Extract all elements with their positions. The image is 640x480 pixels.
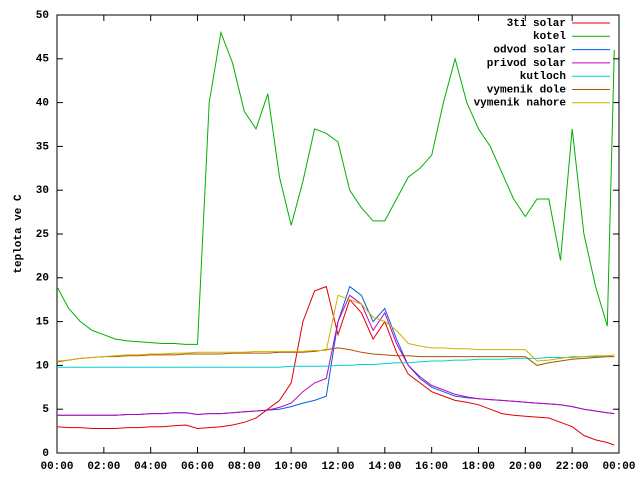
x-tick-label: 06:00	[181, 461, 214, 473]
y-tick-label: 15	[36, 317, 50, 329]
x-tick-label: 08:00	[228, 461, 261, 473]
legend-label: privod solar	[487, 58, 566, 70]
y-tick-label: 40	[36, 98, 49, 110]
x-tick-label: 02:00	[87, 461, 120, 473]
x-tick-label: 12:00	[321, 461, 354, 473]
y-axis-label: teplota ve C	[13, 194, 25, 274]
x-tick-label: 00:00	[602, 461, 635, 473]
series-line	[57, 294, 615, 416]
legend-label: vymenik nahore	[474, 98, 567, 110]
x-tick-label: 00:00	[40, 461, 73, 473]
legend-label: 3ti solar	[507, 18, 566, 30]
legend-label: kutloch	[520, 71, 566, 83]
y-tick-label: 45	[36, 54, 50, 66]
legend-label: vymenik dole	[487, 84, 567, 96]
y-tick-label: 20	[36, 273, 49, 285]
legend-label: kotel	[533, 31, 566, 43]
y-tick-label: 0	[42, 448, 49, 460]
y-tick-label: 5	[42, 404, 49, 416]
x-tick-label: 18:00	[462, 461, 495, 473]
y-tick-label: 30	[36, 185, 49, 197]
x-tick-label: 14:00	[368, 461, 401, 473]
y-tick-label: 25	[36, 229, 50, 241]
y-tick-label: 35	[36, 141, 50, 153]
y-tick-label: 10	[36, 360, 49, 372]
series-line	[56, 285, 615, 446]
series-line	[57, 356, 615, 368]
series-line	[56, 347, 615, 366]
series-line	[56, 30, 615, 345]
y-tick-label: 50	[36, 10, 49, 22]
legend-label: odvod solar	[493, 45, 566, 57]
series-line	[56, 294, 615, 362]
x-tick-label: 16:00	[415, 461, 448, 473]
x-tick-label: 04:00	[134, 461, 167, 473]
x-tick-label: 22:00	[556, 461, 589, 473]
x-tick-label: 10:00	[275, 461, 308, 473]
x-tick-label: 20:00	[509, 461, 542, 473]
